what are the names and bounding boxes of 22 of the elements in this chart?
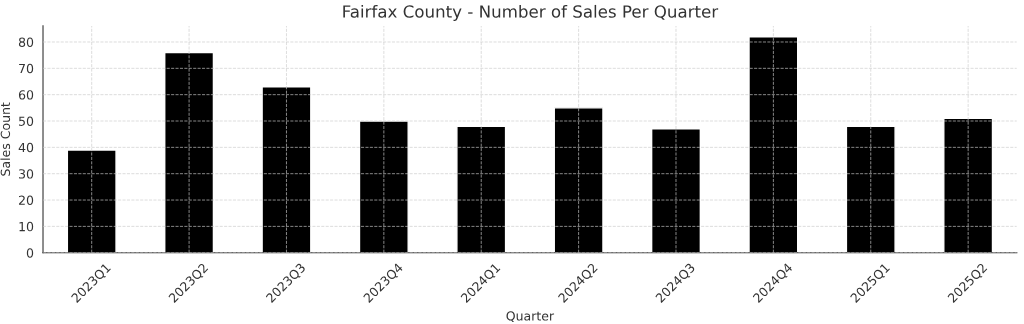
y-axis-title: Sales Count <box>0 102 11 176</box>
bar <box>553 107 604 253</box>
bar <box>261 86 312 253</box>
chart-title: Fairfax County - Number of Sales Per Quarter <box>343 4 719 22</box>
bar <box>164 51 215 253</box>
y-tick-label: 60 <box>18 90 34 100</box>
bar <box>358 120 409 253</box>
y-tick-label: 20 <box>18 195 34 205</box>
bar <box>943 117 994 253</box>
y-tick-label: 70 <box>19 63 34 74</box>
x-axis-title: Quarter <box>506 311 555 323</box>
y-tick-label: 30 <box>19 169 34 179</box>
bar <box>456 125 507 253</box>
bar <box>650 128 702 253</box>
bar <box>845 125 896 253</box>
y-tick-label: 40 <box>18 142 34 153</box>
y-tick-label: 0 <box>26 248 34 258</box>
bar <box>66 149 117 253</box>
y-tick-label: 10 <box>19 221 34 232</box>
y-tick-label: 50 <box>19 116 34 126</box>
y-tick-label: 80 <box>18 37 34 47</box>
bar <box>748 36 799 253</box>
